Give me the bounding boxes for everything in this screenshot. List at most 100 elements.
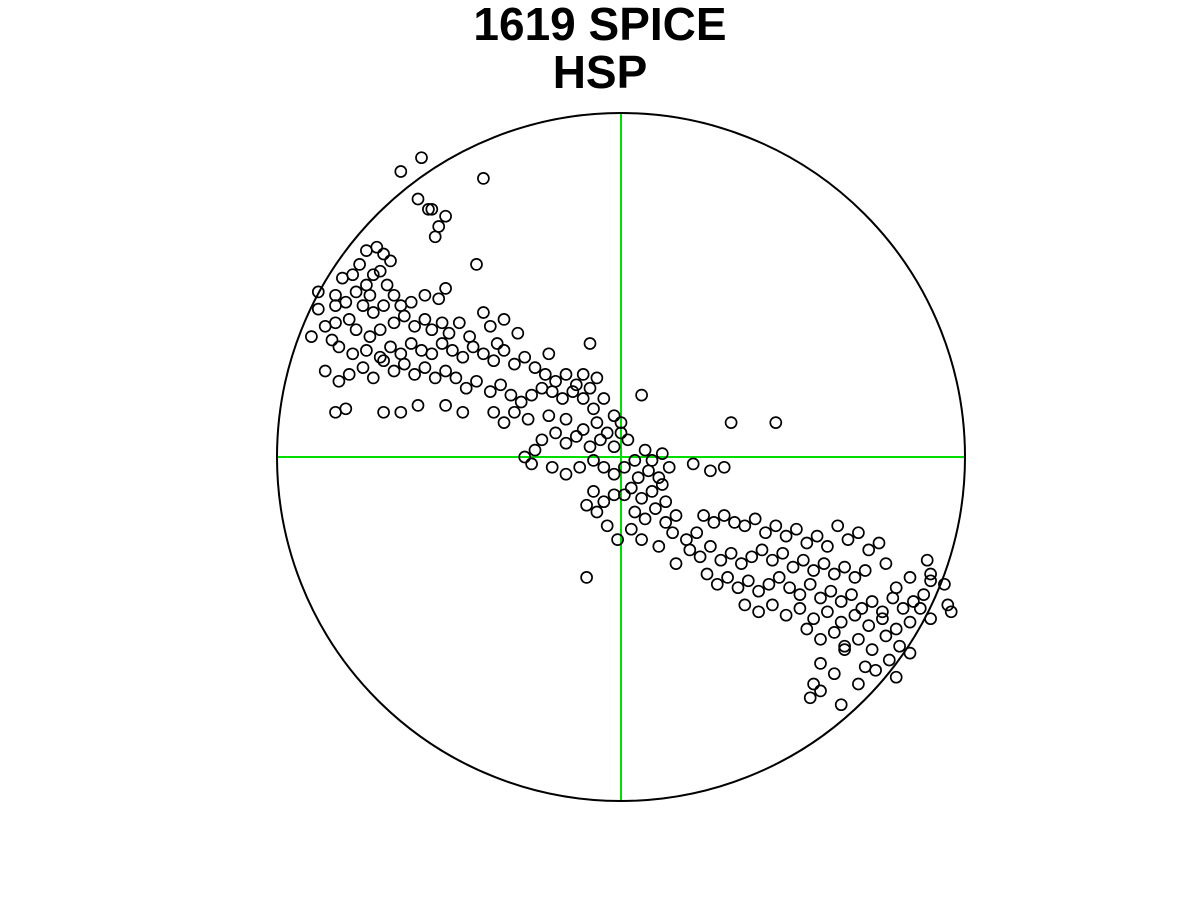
data-point xyxy=(896,602,910,615)
data-point xyxy=(583,440,597,454)
data-point xyxy=(855,602,869,615)
data-point xyxy=(862,543,876,557)
data-point xyxy=(459,381,473,395)
data-point xyxy=(432,292,446,306)
data-point xyxy=(772,571,786,584)
data-point xyxy=(538,368,552,381)
data-point xyxy=(793,602,807,615)
data-point xyxy=(889,670,903,684)
data-point xyxy=(690,526,704,540)
data-point xyxy=(624,481,638,495)
data-point xyxy=(377,299,390,312)
data-point xyxy=(834,595,848,608)
data-point xyxy=(700,567,714,581)
data-point xyxy=(669,557,683,570)
data-point xyxy=(397,309,411,323)
data-point xyxy=(418,361,432,374)
data-point xyxy=(587,402,600,416)
data-point xyxy=(741,574,755,588)
data-point xyxy=(576,423,590,436)
data-point xyxy=(332,374,346,388)
data-point xyxy=(714,553,728,567)
chart-title-line-1: 1619 SPICE xyxy=(473,0,727,50)
data-point xyxy=(432,220,446,233)
data-point xyxy=(680,533,693,546)
data-point xyxy=(336,271,349,285)
data-point xyxy=(408,319,421,333)
data-point xyxy=(827,667,841,681)
data-point xyxy=(311,302,325,316)
data-point xyxy=(422,202,435,216)
data-point xyxy=(418,288,432,302)
data-point xyxy=(477,172,490,185)
data-points xyxy=(305,151,958,712)
data-point xyxy=(394,347,408,361)
data-point xyxy=(635,491,648,505)
data-point xyxy=(600,519,614,533)
data-point xyxy=(704,464,717,478)
data-point xyxy=(559,467,573,481)
data-point xyxy=(442,326,456,340)
data-point xyxy=(466,340,480,354)
data-point xyxy=(724,416,738,429)
data-point xyxy=(587,454,600,467)
data-point xyxy=(827,567,841,581)
data-point xyxy=(535,433,549,447)
data-point xyxy=(470,374,483,388)
data-point xyxy=(387,316,401,330)
data-point xyxy=(645,485,659,498)
data-point xyxy=(886,591,900,605)
data-point xyxy=(566,385,580,398)
data-point xyxy=(814,591,827,605)
data-point xyxy=(580,498,593,512)
data-point xyxy=(329,288,342,302)
data-point xyxy=(411,399,425,412)
data-point xyxy=(731,581,745,595)
data-point xyxy=(373,323,387,337)
data-point xyxy=(666,526,679,540)
data-point xyxy=(848,608,862,622)
data-point xyxy=(834,615,848,629)
data-point xyxy=(318,319,332,333)
data-point xyxy=(803,691,817,705)
data-point xyxy=(838,639,851,653)
data-point xyxy=(545,385,559,398)
data-point xyxy=(580,571,593,584)
data-point xyxy=(879,557,893,570)
data-point xyxy=(332,340,346,354)
data-point xyxy=(611,533,624,546)
data-point xyxy=(305,330,318,343)
data-point xyxy=(738,519,752,533)
data-point xyxy=(697,509,710,522)
data-point xyxy=(415,151,428,165)
data-point xyxy=(903,571,917,584)
data-point xyxy=(497,416,511,429)
data-point xyxy=(893,639,906,653)
data-point xyxy=(686,457,700,471)
data-point xyxy=(803,577,817,591)
data-point xyxy=(377,354,390,368)
data-point xyxy=(652,471,666,484)
data-point xyxy=(356,361,370,374)
data-point xyxy=(559,412,573,426)
data-point xyxy=(807,677,820,691)
data-point xyxy=(621,433,635,447)
data-point xyxy=(394,299,408,312)
data-point xyxy=(821,605,834,619)
data-point xyxy=(487,354,501,368)
data-point xyxy=(311,285,325,299)
data-point xyxy=(587,485,600,498)
data-point xyxy=(329,316,342,330)
data-point xyxy=(913,602,927,615)
data-point xyxy=(373,264,387,278)
data-point xyxy=(631,471,645,484)
data-point xyxy=(903,646,917,660)
data-point xyxy=(920,553,934,567)
data-point xyxy=(559,436,573,450)
data-point xyxy=(907,595,920,608)
data-point xyxy=(339,295,353,309)
data-point xyxy=(865,595,879,608)
data-point xyxy=(504,388,518,402)
data-point xyxy=(569,430,583,443)
data-point xyxy=(590,416,604,429)
